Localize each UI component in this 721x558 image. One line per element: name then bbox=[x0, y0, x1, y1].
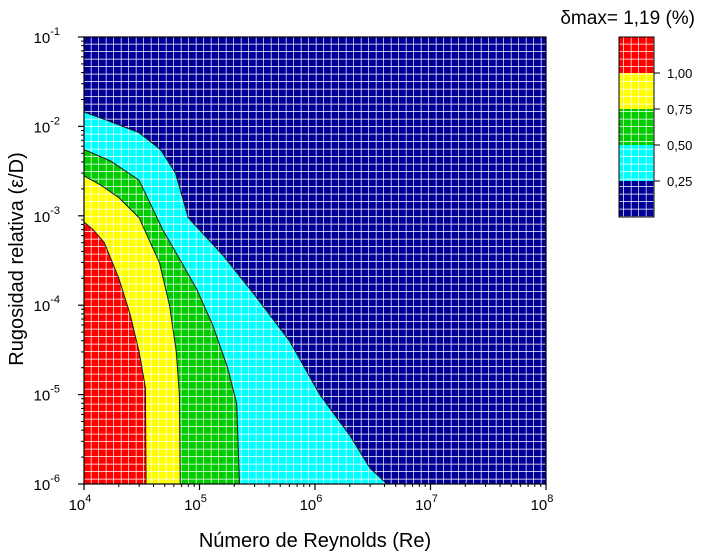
x-tick-label: 105 bbox=[184, 493, 207, 514]
colorbar-legend: 1,00 0,75 0,50 0,25 bbox=[618, 36, 692, 218]
y-tick-label: 10-4 bbox=[34, 294, 60, 315]
contour-line-0,25 bbox=[84, 111, 388, 484]
x-tick-label: 108 bbox=[531, 493, 554, 514]
y-tick-label: 10-6 bbox=[34, 473, 60, 494]
y-tick-label: 10-5 bbox=[34, 384, 60, 405]
y-tick-label: 10-1 bbox=[34, 26, 60, 47]
contour-line-1,00 bbox=[84, 221, 147, 484]
colorbar-swatch bbox=[619, 109, 654, 145]
colorbar-label: 1,00 bbox=[667, 66, 692, 81]
chart-title: δmax= 1,19 (%) bbox=[560, 8, 695, 29]
plot-area bbox=[84, 37, 546, 484]
contour-line-0,50 bbox=[84, 149, 240, 484]
x-tick-label: 107 bbox=[415, 493, 438, 514]
y-axis-title: Rugosidad relativa (ε/D) bbox=[6, 152, 28, 365]
x-tick-label: 106 bbox=[300, 493, 323, 514]
colorbar-label: 0,25 bbox=[667, 174, 692, 189]
x-axis-title: Número de Reynolds (Re) bbox=[199, 530, 431, 552]
colorbar-swatch bbox=[619, 145, 654, 181]
region-1,00 bbox=[84, 222, 147, 484]
colorbar-label: 0,50 bbox=[667, 138, 692, 153]
colorbar-label: 0,75 bbox=[667, 102, 692, 117]
y-tick-label: 10-3 bbox=[34, 205, 60, 226]
y-tick-label: 10-2 bbox=[34, 115, 60, 136]
colorbar-swatch bbox=[619, 181, 654, 217]
colorbar-frame bbox=[618, 36, 655, 218]
colorbar-swatch bbox=[619, 37, 654, 73]
contour-line-0,75 bbox=[84, 175, 181, 484]
colorbar-swatch bbox=[619, 73, 654, 109]
x-tick-label: 104 bbox=[69, 493, 92, 514]
